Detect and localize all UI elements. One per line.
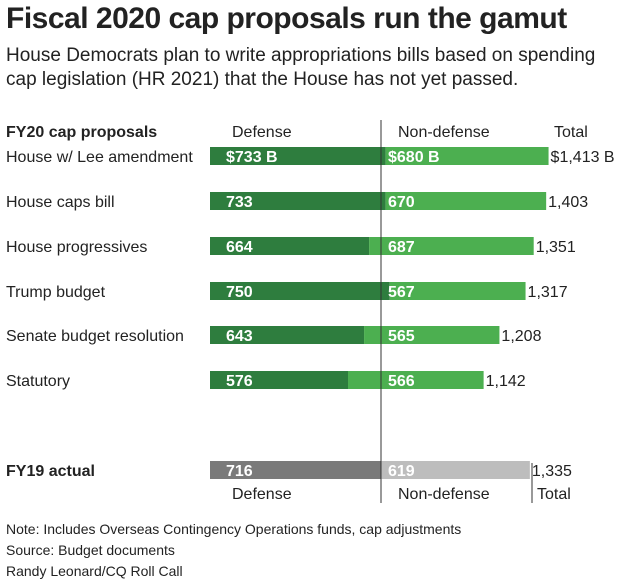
defense-bar (210, 192, 386, 210)
total-header: Total (554, 124, 588, 141)
nondefense-bar (385, 192, 547, 210)
total-value-label: 1,317 (528, 284, 568, 301)
defense-bar (210, 237, 370, 255)
row-label: Trump budget (6, 284, 106, 301)
credit-line: Randy Leonard/CQ Roll Call (6, 563, 183, 579)
total-value-label: 1,335 (532, 463, 572, 480)
row-label: Senate budget resolution (6, 328, 184, 345)
row-label: House progressives (6, 239, 147, 256)
defense-bar (210, 147, 386, 165)
defense-bar (210, 326, 365, 344)
defense-bar (210, 461, 382, 479)
chart-title: Fiscal 2020 cap proposals run the gamut (6, 2, 567, 35)
source-line: Source: Budget documents (6, 542, 175, 558)
total-value-label: 1,351 (536, 239, 576, 256)
nondefense-value-label: 565 (388, 328, 415, 345)
note-line: Note: Includes Overseas Contingency Oper… (6, 521, 462, 537)
total-value-label: 1,403 (548, 194, 588, 211)
footer-defense-header: Defense (232, 486, 292, 503)
chart-subtitle: House Democrats plan to write appropriat… (6, 45, 596, 90)
notes-block: Note: Includes Overseas Contingency Oper… (6, 519, 461, 582)
footer-total-header: Total (537, 486, 571, 503)
defense-value-label: 716 (226, 463, 253, 480)
nondefense-bar (364, 326, 500, 344)
proposals-header: FY20 cap proposals (6, 124, 157, 141)
nondefense-value-label: 566 (388, 373, 415, 390)
total-value-label: 1,208 (501, 328, 541, 345)
nondefense-bar (348, 371, 484, 389)
defense-bar (210, 282, 390, 300)
defense-value-label: 733 (226, 194, 253, 211)
nondefense-value-label: 670 (388, 194, 415, 211)
defense-value-label: 643 (226, 328, 253, 345)
nondefense-value-label: 567 (388, 284, 415, 301)
nondefense-value-label: $680 B (388, 149, 440, 166)
row-label: Statutory (6, 373, 70, 390)
bars-group: House w/ Lee amendment $733 B $680 B $1,413… (6, 147, 615, 480)
defense-bar (210, 371, 349, 389)
nondefense-bar (385, 147, 549, 165)
nondefense-value-label: 687 (388, 239, 415, 256)
nondefense-bar (389, 282, 526, 300)
footer-headers: Defense Non-defense Total (232, 486, 571, 503)
total-value-label: $1,413 B (551, 149, 615, 166)
defense-value-label: 750 (226, 284, 253, 301)
nondefense-bar (381, 461, 530, 479)
footer-nondefense-header: Non-defense (398, 486, 490, 503)
defense-value-label: $733 B (226, 149, 278, 166)
row-label: House caps bill (6, 194, 115, 211)
defense-value-label: 664 (226, 239, 253, 256)
nondefense-header: Non-defense (398, 124, 490, 141)
defense-value-label: 576 (226, 373, 253, 390)
nondefense-bar (369, 237, 534, 255)
nondefense-value-label: 619 (388, 463, 415, 480)
row-label: House w/ Lee amendment (6, 149, 193, 166)
comparison-row-label: FY19 actual (6, 463, 95, 480)
total-value-label: 1,142 (486, 373, 526, 390)
defense-header: Defense (232, 124, 292, 141)
column-headers: FY20 cap proposals Defense Non-defense T… (6, 124, 588, 141)
